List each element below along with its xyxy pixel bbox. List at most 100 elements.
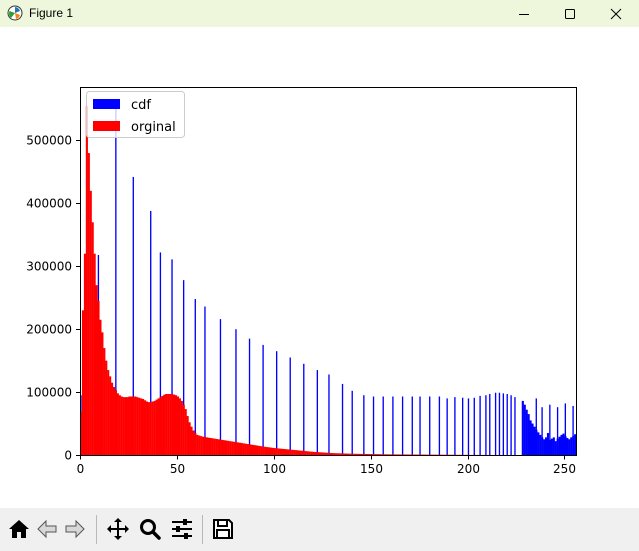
orginal-bar bbox=[374, 454, 377, 455]
orginal-bar bbox=[401, 454, 404, 455]
orginal-bar bbox=[326, 452, 329, 455]
orginal-bar bbox=[87, 153, 90, 456]
y-tick-label: 200000 bbox=[26, 323, 72, 337]
x-tick-label: 50 bbox=[170, 462, 185, 476]
cdf-series bbox=[80, 105, 577, 455]
orginal-bar bbox=[213, 438, 216, 455]
cdf-bar bbox=[537, 432, 540, 455]
orginal-bar bbox=[180, 400, 183, 455]
orginal-series bbox=[80, 105, 526, 456]
orginal-bar bbox=[397, 454, 400, 455]
cdf-bar bbox=[115, 105, 117, 455]
minimize-button[interactable] bbox=[501, 0, 547, 27]
orginal-bar bbox=[196, 434, 199, 455]
cdf-bar bbox=[572, 436, 575, 455]
zoom-button[interactable] bbox=[136, 514, 163, 544]
orginal-bar bbox=[130, 396, 133, 455]
orginal-bar bbox=[149, 402, 152, 455]
orginal-bar bbox=[120, 396, 123, 455]
x-axis: 0 50 100 150 200 250 bbox=[77, 455, 576, 476]
cdf-bar bbox=[235, 329, 237, 455]
cdf-bar bbox=[545, 437, 548, 455]
orginal-bar bbox=[101, 332, 104, 455]
maximize-button[interactable] bbox=[547, 0, 593, 27]
y-tick-label: 400000 bbox=[26, 197, 72, 211]
cdf-bar bbox=[289, 357, 291, 455]
cdf-bar bbox=[570, 437, 573, 455]
orginal-bar bbox=[89, 190, 92, 456]
y-tick-label: 0 bbox=[64, 449, 72, 463]
cdf-bar bbox=[351, 390, 353, 455]
toolbar-separator bbox=[96, 515, 97, 544]
configure-subplots-button[interactable] bbox=[168, 514, 195, 544]
orginal-bar bbox=[395, 454, 398, 455]
orginal-bar bbox=[351, 453, 354, 455]
orginal-bar bbox=[279, 448, 282, 455]
orginal-bar bbox=[314, 451, 317, 455]
matplotlib-logo-icon bbox=[7, 5, 23, 21]
save-icon bbox=[212, 519, 233, 539]
home-button[interactable] bbox=[5, 514, 32, 544]
orginal-bar bbox=[93, 253, 96, 455]
cdf-bar bbox=[568, 439, 571, 455]
orginal-bar bbox=[236, 442, 240, 455]
orginal-bar bbox=[308, 451, 311, 455]
cdf-bar bbox=[401, 396, 404, 455]
orginal-bar bbox=[192, 430, 195, 455]
cdf-bar bbox=[303, 363, 305, 455]
orginal-bar bbox=[341, 453, 344, 455]
cdf-bar bbox=[572, 405, 574, 455]
orginal-bar bbox=[132, 396, 135, 455]
orginal-bar bbox=[339, 453, 342, 455]
orginal-bar bbox=[349, 453, 352, 455]
orginal-bar bbox=[190, 426, 193, 455]
cdf-bar bbox=[262, 344, 264, 455]
cdf-bar bbox=[502, 393, 505, 455]
orginal-bar bbox=[298, 450, 302, 455]
cdf-bar bbox=[498, 392, 501, 455]
orginal-bar bbox=[169, 393, 172, 455]
cdf-bar bbox=[489, 393, 491, 455]
orginal-bar bbox=[390, 454, 393, 455]
cdf-bar bbox=[219, 319, 222, 455]
cdf-bar bbox=[150, 210, 152, 455]
orginal-bar bbox=[95, 285, 98, 455]
cdf-bar bbox=[485, 395, 487, 455]
orginal-bar bbox=[388, 454, 391, 455]
orginal-bar bbox=[306, 451, 309, 455]
title-bar: Figure 1 bbox=[0, 0, 639, 27]
pan-button[interactable] bbox=[104, 514, 131, 544]
orginal-bar bbox=[114, 390, 118, 455]
orginal-bar bbox=[384, 454, 387, 455]
orginal-bar bbox=[360, 453, 364, 455]
close-button[interactable] bbox=[593, 0, 639, 27]
orginal-bar bbox=[372, 454, 375, 455]
orginal-bar bbox=[345, 453, 348, 455]
cdf-bar bbox=[392, 396, 394, 455]
orginal-bar bbox=[347, 453, 350, 455]
cdf-bar bbox=[171, 259, 173, 455]
orginal-bar bbox=[300, 450, 304, 455]
orginal-bar bbox=[318, 452, 321, 455]
save-button[interactable] bbox=[209, 514, 236, 544]
orginal-bar bbox=[362, 453, 366, 455]
back-button[interactable] bbox=[33, 514, 60, 544]
orginal-bar bbox=[142, 399, 145, 455]
orginal-bar bbox=[353, 453, 356, 455]
orginal-bar bbox=[262, 446, 265, 455]
orginal-bar bbox=[147, 402, 150, 455]
orginal-bar bbox=[184, 409, 187, 455]
cdf-bar bbox=[529, 420, 532, 455]
orginal-bar bbox=[111, 382, 114, 455]
cdf-bar bbox=[535, 398, 537, 455]
cdf-bar bbox=[566, 438, 569, 455]
orginal-bar bbox=[85, 105, 88, 455]
orginal-bar bbox=[118, 395, 121, 455]
orginal-bar bbox=[219, 439, 222, 455]
figure-canvas[interactable]: 0 50 100 150 200 250 0 100000 200000 300000 40000… bbox=[0, 27, 639, 508]
pan-icon bbox=[106, 518, 129, 540]
orginal-bar bbox=[312, 451, 315, 455]
forward-button[interactable] bbox=[61, 514, 88, 544]
orginal-bar bbox=[283, 449, 286, 455]
orginal-bar bbox=[240, 443, 243, 455]
